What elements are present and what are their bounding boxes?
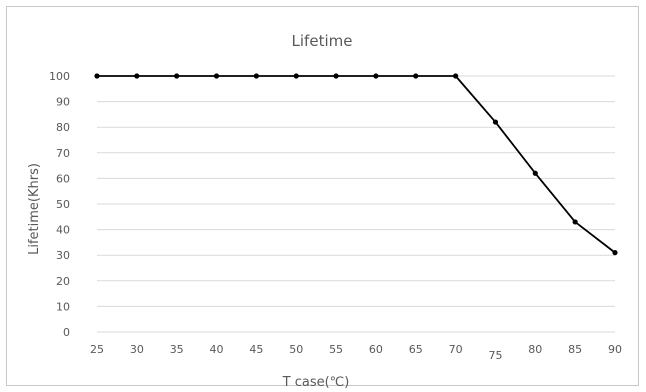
x-tick-label: 30 xyxy=(130,343,144,356)
grid-lines xyxy=(97,75,615,333)
x-axis-label: T case(℃) xyxy=(282,375,350,390)
data-point xyxy=(213,73,220,79)
data-point xyxy=(453,73,459,79)
y-axis-label: Lifetime(Khrs) xyxy=(27,163,42,255)
data-point xyxy=(253,73,259,79)
x-tick-label: 90 xyxy=(608,343,622,356)
y-tick-label: 30 xyxy=(56,249,70,262)
y-tick-label: 20 xyxy=(56,275,70,288)
data-point xyxy=(612,250,618,256)
y-tick-labels: 0 10 20 30 40 50 60 70 80 90 100 xyxy=(49,70,70,339)
series-line xyxy=(97,75,616,254)
data-point xyxy=(94,73,100,79)
x-tick-label: 65 xyxy=(409,343,423,356)
x-tick-label: 25 xyxy=(90,343,104,356)
data-point xyxy=(293,73,299,79)
y-tick-label: 80 xyxy=(56,121,70,134)
x-tick-label: 40 xyxy=(210,343,224,356)
data-point xyxy=(333,73,339,79)
data-point xyxy=(572,219,578,225)
chart-title: Lifetime xyxy=(292,32,353,50)
x-tick-label: 45 xyxy=(249,343,263,356)
x-tick-label: 50 xyxy=(289,343,303,356)
x-tick-label: 75 xyxy=(488,349,502,362)
x-tick-label: 55 xyxy=(329,343,343,356)
y-tick-label: 100 xyxy=(49,70,70,83)
data-point xyxy=(492,119,499,125)
y-tick-label: 40 xyxy=(56,224,70,237)
data-point xyxy=(174,73,180,79)
series-group xyxy=(94,73,618,256)
data-point xyxy=(134,73,140,79)
y-tick-label: 0 xyxy=(63,326,70,339)
y-tick-label: 70 xyxy=(56,147,70,160)
x-tick-label: 35 xyxy=(170,343,184,356)
chart-frame xyxy=(6,6,639,386)
y-tick-label: 90 xyxy=(56,96,70,109)
x-tick-label: 70 xyxy=(449,343,463,356)
x-tick-label: 60 xyxy=(369,343,383,356)
y-tick-label: 60 xyxy=(56,172,70,185)
data-point xyxy=(373,73,379,79)
x-tick-labels: 25 30 35 40 45 50 55 60 65 70 75 80 85 90 xyxy=(90,343,622,362)
x-tick-label: 85 xyxy=(568,343,582,356)
y-tick-label: 50 xyxy=(56,198,70,211)
data-point xyxy=(532,170,538,176)
x-tick-label: 80 xyxy=(528,343,542,356)
y-tick-label: 10 xyxy=(56,300,70,313)
data-point xyxy=(413,73,419,79)
